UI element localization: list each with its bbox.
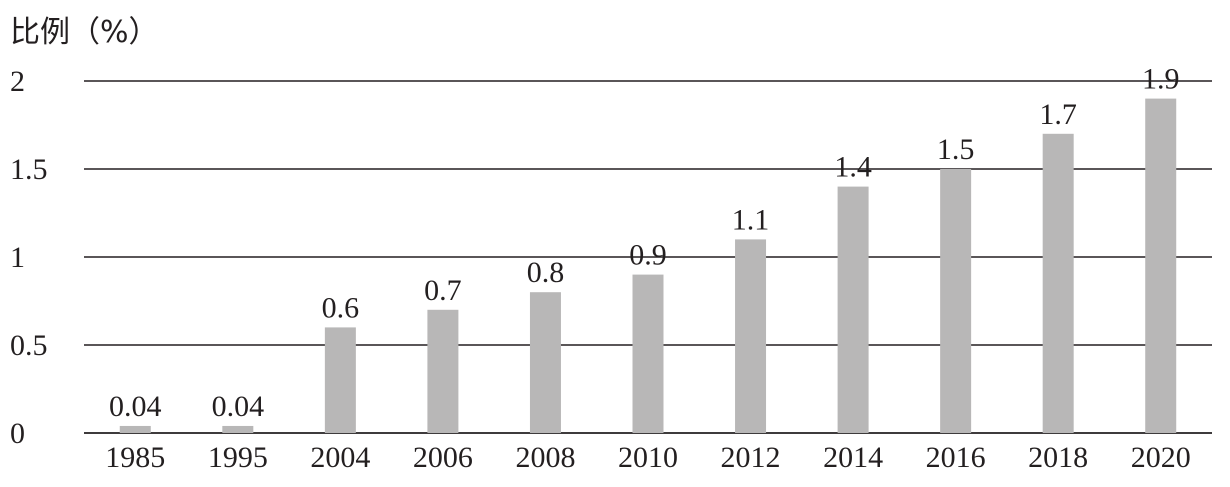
data-label: 0.7 — [424, 274, 462, 307]
data-label: 1.1 — [732, 203, 770, 236]
data-label: 0.8 — [527, 256, 565, 289]
bar — [837, 186, 869, 433]
data-label: 0.04 — [212, 390, 265, 423]
x-tick-label: 1985 — [105, 441, 165, 474]
data-label: 0.6 — [322, 291, 360, 324]
x-tick-label: 2016 — [926, 441, 986, 474]
data-label: 0.9 — [629, 239, 667, 272]
x-tick-label: 2020 — [1131, 441, 1191, 474]
x-tick-labels: 1985 1995 2004 2006 2008 2010 2012 2014 2016 2018… — [105, 441, 1190, 474]
x-tick-label: 2008 — [515, 441, 575, 474]
x-tick-label: 2004 — [310, 441, 370, 474]
y-tick-label: 1.5 — [10, 153, 48, 186]
y-tick-label: 1 — [10, 241, 25, 274]
bars — [119, 98, 1177, 434]
bar — [735, 239, 767, 433]
data-labels: 0.04 0.04 0.6 0.7 0.8 0.9 1.1 1.4 1.5 1.7 1.9 — [109, 63, 1179, 423]
data-label: 0.04 — [109, 390, 162, 423]
x-tick-label: 2018 — [1028, 441, 1088, 474]
bar — [1042, 133, 1074, 434]
bar — [1145, 98, 1177, 433]
data-label: 1.9 — [1142, 63, 1180, 96]
y-tick-label: 2 — [10, 65, 25, 98]
data-label: 1.7 — [1039, 98, 1077, 131]
data-label: 1.5 — [937, 133, 975, 166]
y-tick-label: 0.5 — [10, 329, 48, 362]
bar — [324, 327, 356, 433]
bar — [529, 292, 561, 433]
y-tick-labels: 0 0.5 1 1.5 2 — [10, 65, 48, 450]
x-tick-label: 1995 — [208, 441, 268, 474]
data-label: 1.4 — [834, 151, 872, 184]
x-tick-label: 2012 — [721, 441, 781, 474]
x-tick-label: 2014 — [823, 441, 883, 474]
x-tick-label: 2006 — [413, 441, 473, 474]
y-tick-label: 0 — [10, 417, 25, 450]
bar — [427, 309, 459, 433]
bar — [119, 425, 151, 433]
bar — [632, 274, 664, 433]
y-axis-label: 比例（%） — [10, 15, 159, 50]
x-tick-label: 2010 — [618, 441, 678, 474]
bar — [222, 425, 254, 433]
bar — [940, 169, 972, 433]
